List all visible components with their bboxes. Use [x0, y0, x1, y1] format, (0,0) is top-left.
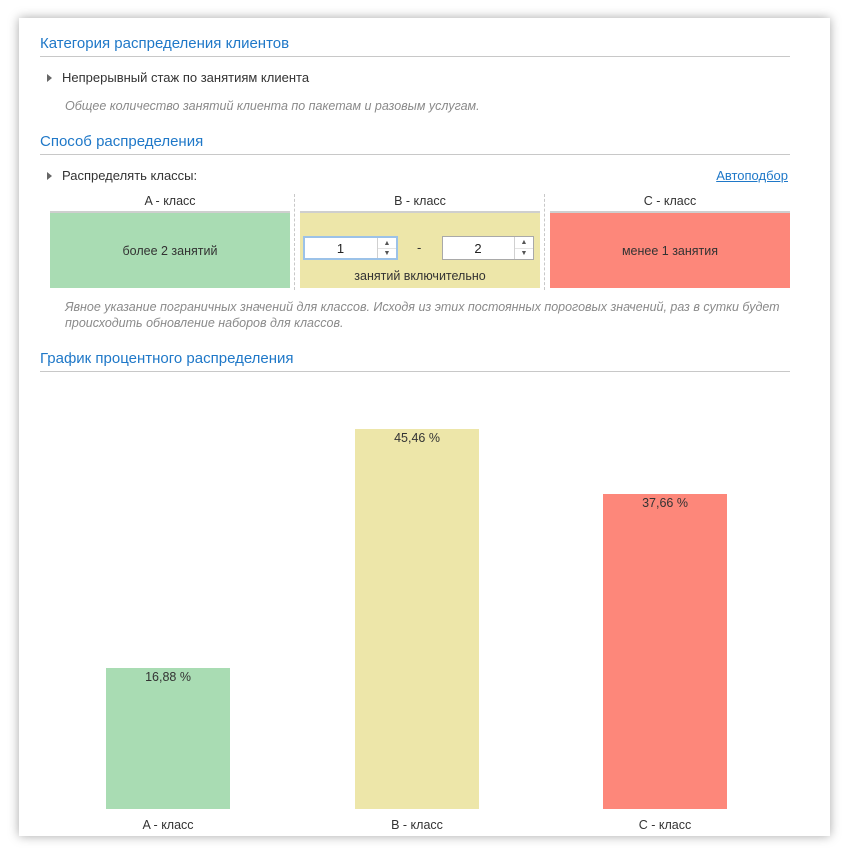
section-title-method: Способ распределения: [40, 133, 790, 155]
method-hint: Явное указание пограничных значений для …: [65, 300, 780, 330]
category-label: Непрерывный стаж по занятиям клиента: [62, 70, 310, 85]
settings-window: Категория распределения клиентов Непреры…: [19, 18, 830, 836]
chart-category-label-b: B - класс: [391, 818, 443, 832]
class-c-rule: менее 1 занятия: [550, 213, 790, 288]
arrow-down-icon[interactable]: ▼: [520, 250, 528, 257]
arrow-up-icon[interactable]: ▲: [515, 237, 533, 249]
arrow-up-icon[interactable]: ▲: [378, 238, 396, 249]
class-b-panel: B - класс 1 ▲ ▼ - 2 ▲ ▼ занятий включите…: [300, 194, 540, 288]
section-title-chart: График процентного распределения: [40, 350, 790, 372]
arrow-down-icon[interactable]: ▼: [383, 249, 391, 257]
chart-value-label-a: 16,88 %: [145, 670, 191, 684]
class-b-rule: 1 ▲ ▼ - 2 ▲ ▼ занятий включительно: [300, 213, 540, 288]
range-dash: -: [417, 240, 422, 255]
class-b-title: B - класс: [300, 194, 540, 213]
autoselect-link[interactable]: Автоподбор: [716, 168, 788, 183]
chart-bar-a: [106, 668, 230, 809]
class-c-title: C - класс: [550, 194, 790, 213]
class-c-panel: C - класс менее 1 занятия: [550, 194, 790, 288]
chart-category-label-a: A - класс: [142, 818, 194, 832]
min-lessons-stepper[interactable]: 1 ▲ ▼: [303, 236, 398, 260]
max-lessons-value[interactable]: 2: [474, 240, 482, 256]
category-hint: Общее количество занятий клиента по паке…: [65, 99, 480, 113]
chart-bar-b: [355, 429, 479, 809]
class-a-title: A - класс: [50, 194, 290, 213]
chart-bar-c: [603, 494, 727, 809]
section-title-category: Категория распределения клиентов: [40, 35, 790, 57]
triangle-right-icon: [47, 74, 52, 82]
column-divider: [294, 194, 295, 290]
class-a-panel: A - класс более 2 занятий: [50, 194, 290, 288]
method-row[interactable]: Распределять классы:: [47, 168, 197, 183]
chart-value-label-b: 45,46 %: [394, 431, 440, 445]
class-a-rule: более 2 занятий: [50, 213, 290, 288]
category-row[interactable]: Непрерывный стаж по занятиям клиента: [47, 70, 309, 85]
chart-value-label-c: 37,66 %: [642, 496, 688, 510]
triangle-right-icon: [47, 172, 52, 180]
min-lessons-value[interactable]: 1: [336, 240, 345, 256]
chart-category-label-c: C - класс: [638, 818, 692, 832]
max-lessons-stepper[interactable]: 2 ▲ ▼: [442, 236, 534, 260]
column-divider: [544, 194, 545, 290]
method-label: Распределять классы:: [62, 168, 198, 183]
range-suffix: занятий включительно: [354, 269, 486, 283]
